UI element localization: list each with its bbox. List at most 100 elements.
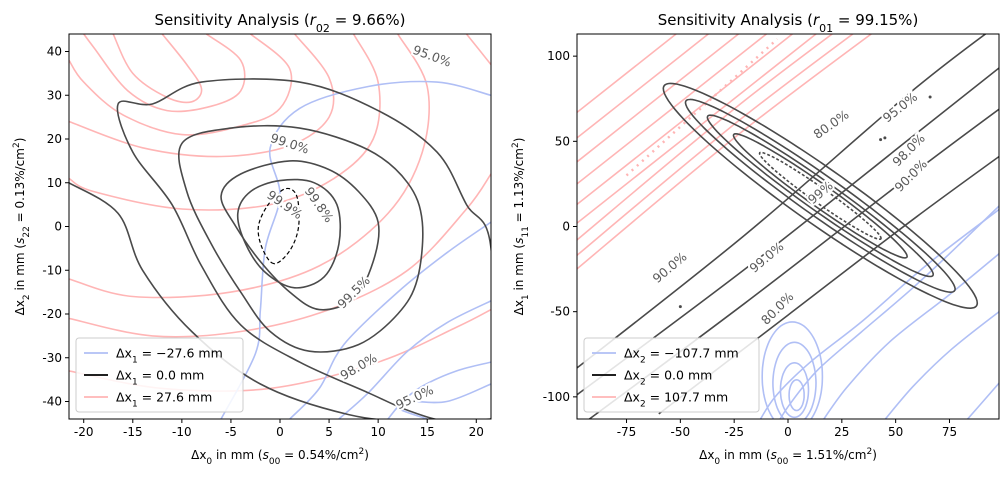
- legend-entry-label: Δx1 = 0.0 mm: [116, 368, 204, 388]
- red-dotted-contour: [625, 38, 779, 177]
- contour-loop-inner: [758, 151, 882, 241]
- contour-label: 99.5%: [334, 273, 373, 312]
- legend-entry-label: Δx2 = −107.7 mm: [624, 346, 739, 366]
- x-tick-label: -50: [671, 425, 691, 439]
- legend-entry-label: Δx1 = 27.6 mm: [116, 390, 212, 410]
- y-tick-label: 10: [47, 176, 62, 190]
- red-contour-line: [577, 34, 740, 163]
- x-tick-label: 20: [469, 425, 484, 439]
- contour-98-0: [116, 78, 491, 419]
- red-contour-line: [465, 34, 491, 66]
- y-tick-label: -10: [42, 263, 62, 277]
- contour-label: 99.0%: [269, 130, 312, 157]
- x-tick-label: -25: [724, 425, 744, 439]
- contour-99-5: [220, 160, 380, 311]
- contour-dot: [928, 95, 932, 99]
- contour-dot: [879, 138, 883, 142]
- y-tick-label: -50: [550, 305, 570, 319]
- x-tick-label: -10: [172, 425, 192, 439]
- x-tick-label: 75: [942, 425, 957, 439]
- x-tick-label: -75: [617, 425, 637, 439]
- legend-box: [583, 337, 760, 413]
- y-tick-label: -20: [42, 307, 62, 321]
- y-tick-label: 100: [547, 49, 570, 63]
- blue-contour-line: [966, 382, 999, 419]
- y-tick-label: -30: [42, 351, 62, 365]
- contour-99-9: [257, 187, 300, 265]
- contour-dot: [883, 136, 887, 140]
- red-contour-line: [69, 34, 335, 158]
- x-tick-label: 15: [420, 425, 435, 439]
- legend-box: [75, 337, 244, 413]
- y-tick-label: 40: [47, 45, 62, 59]
- red-contour-line: [577, 34, 834, 241]
- x-tick-label: 5: [325, 425, 333, 439]
- blue-contour-line: [220, 80, 491, 419]
- contour-label: 98.0%: [338, 350, 380, 383]
- red-contour-line: [69, 34, 381, 211]
- plot-area-1: [69, 34, 491, 419]
- contour-label: 95.0%: [411, 42, 454, 70]
- red-contour-line: [112, 34, 203, 104]
- blue-contour-loop: [779, 361, 810, 419]
- y-tick-label: -40: [42, 395, 62, 409]
- y-tick-label: 30: [47, 88, 62, 102]
- x-tick-label: -20: [74, 425, 94, 439]
- blue-contour-loop: [761, 321, 824, 419]
- blue-contour-line: [289, 221, 491, 419]
- y-tick-label: -100: [543, 390, 570, 404]
- blue-contour-loop: [772, 341, 817, 419]
- contour-label: 99.0%: [746, 239, 786, 276]
- y-axis-label-2: Δx1 in mm (s11 = 1.13%/cm2): [511, 138, 531, 316]
- legend-entry-label: Δx2 = 0.0 mm: [624, 368, 712, 388]
- red-contour-line: [577, 34, 818, 225]
- contour-99-0: [178, 124, 424, 353]
- blue-contour-loop: [788, 378, 805, 412]
- blue-contour-line: [759, 208, 999, 419]
- red-contour-line: [69, 34, 430, 299]
- legend-entry-label: Δx2 = 107.7 mm: [624, 390, 728, 410]
- x-tick-label: -15: [123, 425, 143, 439]
- x-tick-label: 0: [276, 425, 284, 439]
- blue-contour-line: [822, 253, 999, 419]
- contour-loop-inner: [706, 114, 935, 278]
- x-tick-label: 10: [370, 425, 385, 439]
- y-tick-label: 0: [562, 220, 570, 234]
- blue-contour-line: [395, 383, 491, 419]
- y-tick-label: 20: [47, 132, 62, 146]
- x-tick-label: 25: [834, 425, 849, 439]
- x-tick-label: 50: [888, 425, 903, 439]
- y-axis-label-1: Δx2 in mm (s22 = 0.13%/cm2): [12, 138, 32, 316]
- y-tick-label: 50: [555, 134, 570, 148]
- red-contour-line: [577, 34, 710, 139]
- contour-loop-inner: [684, 98, 956, 294]
- blue-contour-line: [884, 311, 999, 419]
- contour-90-upper: [577, 34, 987, 369]
- contour-label: 99%: [805, 178, 836, 207]
- x-axis-label-2: Δx0 in mm (s00 = 1.51%/cm2): [699, 447, 877, 467]
- contour-dot: [678, 305, 682, 309]
- red-contour-line: [577, 34, 855, 257]
- plot-area-2: [577, 34, 999, 419]
- legend-entry-label: Δx1 = −27.6 mm: [116, 346, 223, 366]
- red-contour-line: [69, 34, 293, 136]
- red-contour-line: [83, 34, 246, 113]
- contour-loop-inner: [662, 82, 979, 309]
- red-contour-line: [577, 34, 768, 185]
- contour-label: 95.0%: [880, 89, 921, 125]
- contour-label: 99.8%: [302, 184, 337, 225]
- x-tick-label: 0: [784, 425, 792, 439]
- contour-label: 80.0%: [810, 107, 851, 142]
- red-contour-line: [577, 34, 794, 206]
- contour-loop-inner: [732, 132, 908, 259]
- chart-title-1: Sensitivity Analysis (r02 = 9.66%): [154, 11, 405, 35]
- contour-label: 90.0%: [650, 249, 690, 286]
- x-axis-label-1: Δx0 in mm (s00 = 0.54%/cm2): [191, 447, 369, 467]
- x-tick-label: -5: [225, 425, 237, 439]
- y-tick-label: 0: [54, 220, 62, 234]
- contour-99-8: [236, 178, 342, 289]
- chart-title-2: Sensitivity Analysis (r01 = 99.15%): [658, 11, 919, 35]
